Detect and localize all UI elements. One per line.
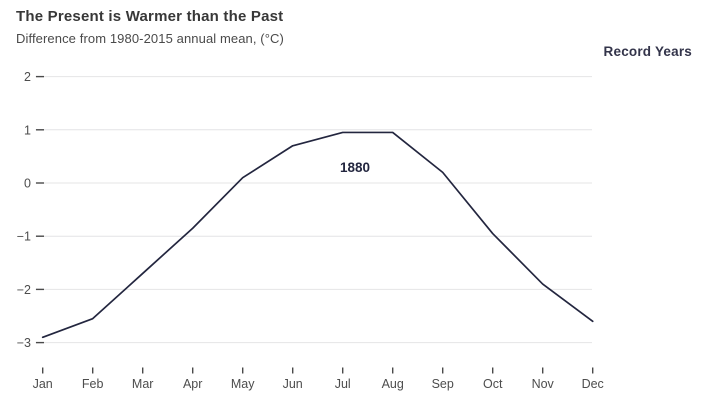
x-tick-label: Apr (183, 377, 202, 391)
x-tick-label: Aug (382, 377, 404, 391)
x-tick-label: Dec (582, 377, 604, 391)
chart-header: The Present is Warmer than the Past Diff… (16, 8, 284, 46)
y-tick-label: 2 (24, 70, 31, 84)
x-tick-label: Oct (483, 377, 503, 391)
legend-title: Record Years (603, 44, 692, 59)
series-inline-label: 1880 (340, 160, 370, 175)
x-tick-label: Jun (283, 377, 303, 391)
y-tick-label: −2 (17, 283, 31, 297)
y-tick-label: 1 (24, 123, 31, 137)
x-tick-label: May (231, 377, 255, 391)
x-tick-label: Jul (335, 377, 351, 391)
y-tick-label: 0 (24, 177, 31, 191)
x-tick-label: Sep (432, 377, 454, 391)
x-tick-label: Mar (132, 377, 154, 391)
x-tick-label: Jan (33, 377, 53, 391)
x-tick-label: Feb (82, 377, 104, 391)
y-tick-label: −3 (17, 336, 31, 350)
chart-subtitle: Difference from 1980-2015 annual mean, (… (16, 31, 284, 46)
y-tick-label: −1 (17, 230, 31, 244)
x-tick-label: Nov (532, 377, 555, 391)
page-title: The Present is Warmer than the Past (16, 8, 284, 25)
series-line-1880[interactable] (41, 131, 594, 339)
